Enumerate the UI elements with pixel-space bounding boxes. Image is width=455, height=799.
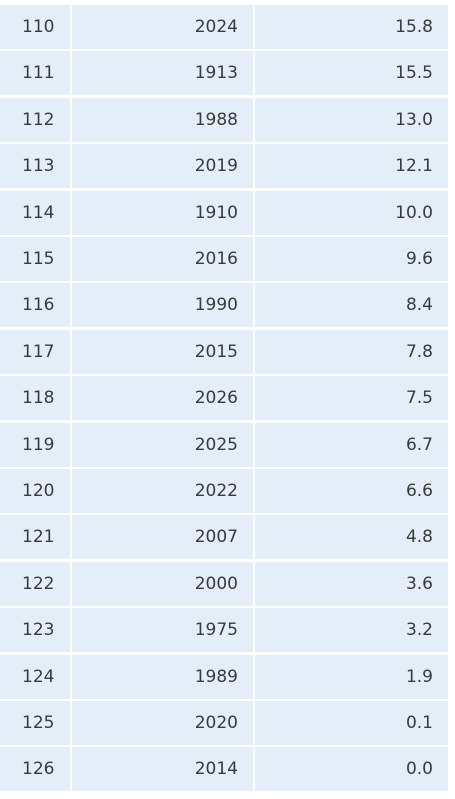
row-index-cell: 110 [0,5,70,49]
year-cell: 2007 [72,515,253,560]
value-cell: 9.6 [255,237,448,281]
value-cell: 6.6 [255,469,448,513]
year-cell: 1989 [72,654,253,699]
row-index-cell: 121 [0,515,70,560]
row-index-cell: 114 [0,190,70,235]
value-cell: 4.8 [255,515,448,560]
row-index-cell: 117 [0,329,70,374]
value-cell: 10.0 [255,190,448,235]
row-index-cell: 111 [0,51,70,96]
value-cell: 0.1 [255,701,448,745]
year-cell: 2019 [72,144,253,189]
year-cell: 2014 [72,747,253,792]
value-cell: 3.6 [255,561,448,606]
value-cell: 7.8 [255,329,448,374]
year-cell: 1910 [72,190,253,235]
value-cell: 12.1 [255,144,448,189]
value-cell: 8.4 [255,283,448,328]
row-index-cell: 120 [0,469,70,513]
row-index-cell: 115 [0,237,70,281]
year-cell: 2020 [72,701,253,745]
value-cell: 0.0 [255,747,448,792]
row-index-cell: 113 [0,144,70,189]
row-index-cell: 118 [0,376,70,421]
row-index-cell: 112 [0,97,70,142]
year-cell: 2026 [72,376,253,421]
year-cell: 2024 [72,5,253,49]
value-cell: 13.0 [255,97,448,142]
row-index-cell: 124 [0,654,70,699]
year-cell: 1975 [72,608,253,653]
row-index-cell: 116 [0,283,70,328]
value-cell: 6.7 [255,422,448,467]
year-cell: 1988 [72,97,253,142]
year-cell: 1990 [72,283,253,328]
row-index-cell: 122 [0,561,70,606]
year-cell: 2000 [72,561,253,606]
year-cell: 2022 [72,469,253,513]
row-index-cell: 126 [0,747,70,792]
value-cell: 1.9 [255,654,448,699]
year-cell: 1913 [72,51,253,96]
value-cell: 7.5 [255,376,448,421]
row-index-cell: 125 [0,701,70,745]
year-cell: 2025 [72,422,253,467]
row-index-cell: 123 [0,608,70,653]
value-cell: 3.2 [255,608,448,653]
row-index-cell: 119 [0,422,70,467]
year-cell: 2016 [72,237,253,281]
value-cell: 15.8 [255,5,448,49]
year-cell: 2015 [72,329,253,374]
value-cell: 15.5 [255,51,448,96]
